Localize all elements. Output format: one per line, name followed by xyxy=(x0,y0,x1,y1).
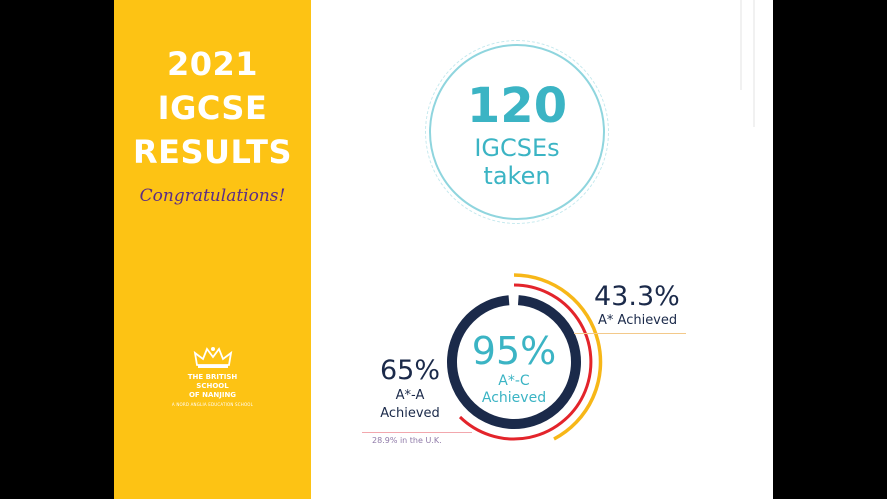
astar-a-label: A*-A Achieved xyxy=(380,388,440,421)
title-year: 2021 xyxy=(166,45,259,83)
astar-percent: 43.3% xyxy=(594,281,680,312)
school-logo: THE BRITISH SCHOOL OF NANJING A NORD ANG… xyxy=(114,345,311,407)
crown-icon xyxy=(193,345,233,369)
astar-underline xyxy=(574,333,686,334)
astar-arc xyxy=(513,273,603,441)
yellow-side-panel xyxy=(114,0,311,499)
astar-c-percent: 95% xyxy=(471,329,557,373)
astar-a-underline xyxy=(362,432,472,433)
uk-comparison: 28.9% in the U.K. xyxy=(372,436,442,445)
page-title: 2021 IGCSE RESULTS xyxy=(114,42,311,174)
divider xyxy=(753,0,755,127)
school-name: THE BRITISH SCHOOL OF NANJING xyxy=(187,373,238,399)
astar-label: A* Achieved xyxy=(598,313,678,328)
letterbox-left xyxy=(0,0,114,499)
school-tagline: A NORD ANGLIA EDUCATION SCHOOL xyxy=(171,402,254,407)
taken-circle-outline xyxy=(425,40,609,224)
results-donut-chart xyxy=(447,273,603,441)
astar-c-label: A*-C Achieved xyxy=(481,373,547,406)
taken-circle xyxy=(429,44,605,220)
title-igcse: IGCSE xyxy=(157,89,268,127)
title-results: RESULTS xyxy=(133,133,292,171)
divider xyxy=(740,0,742,90)
congratulations-text: Congratulations! xyxy=(139,186,286,206)
astar-a-arc xyxy=(458,283,593,441)
letterbox-right xyxy=(773,0,887,499)
astar-a-percent: 65% xyxy=(379,355,440,386)
igcses-taken-label: IGCSEs taken xyxy=(474,134,560,190)
igcses-taken-count: 120 xyxy=(466,78,568,134)
